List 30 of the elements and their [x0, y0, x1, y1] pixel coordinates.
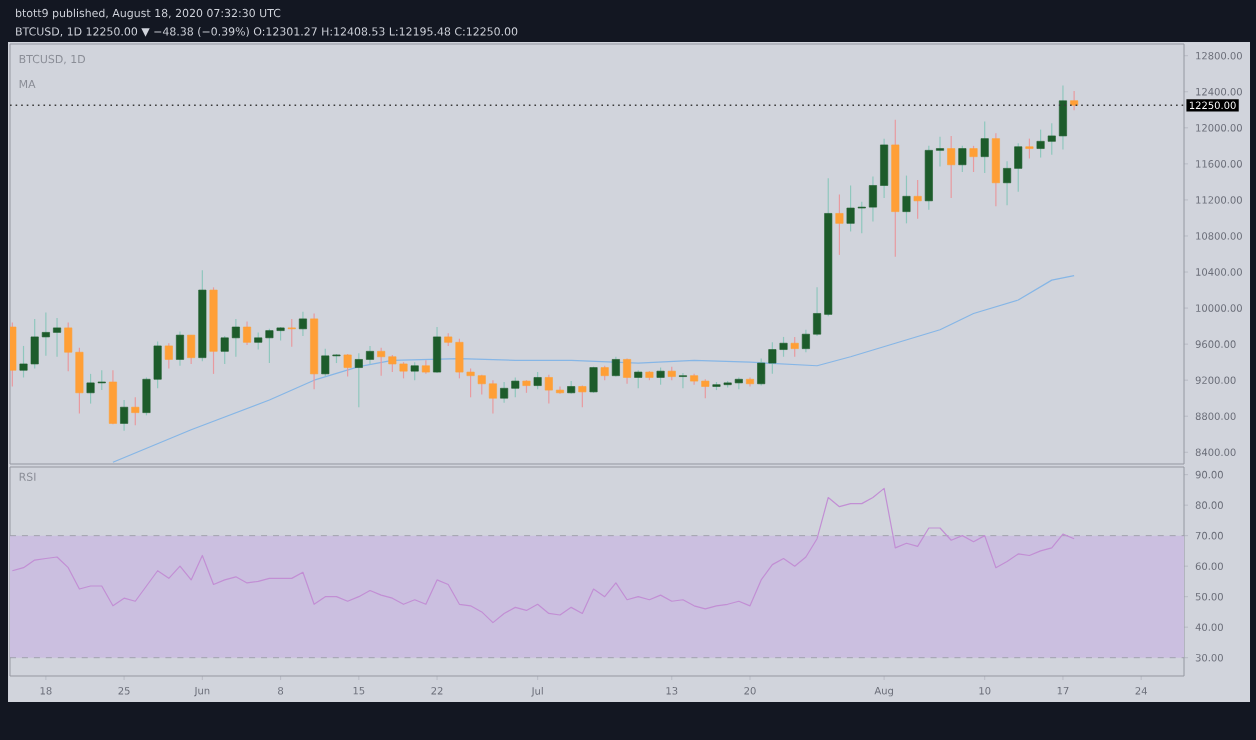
candlestick: [790, 336, 799, 358]
candlestick: [634, 369, 643, 389]
candlestick: [243, 320, 252, 346]
candlestick: [164, 342, 173, 370]
candlestick: [131, 396, 140, 426]
candlestick: [187, 334, 196, 365]
candlestick: [623, 357, 632, 385]
candlestick: [108, 369, 117, 425]
candlestick: [611, 356, 620, 378]
candlestick: [947, 135, 956, 199]
candlestick: [835, 193, 844, 256]
candlestick: [969, 145, 978, 173]
candlestick: [176, 330, 184, 367]
candlestick: [287, 318, 296, 348]
candlestick: [1025, 138, 1034, 160]
candlestick: [913, 179, 922, 220]
candlestick: [589, 366, 598, 394]
candlestick: [433, 326, 442, 374]
candlestick: [410, 361, 419, 381]
candlestick: [678, 372, 687, 389]
candlestick: [120, 399, 129, 432]
candlestick: [958, 145, 967, 173]
candlestick: [1070, 90, 1079, 111]
line-series: [112, 275, 1075, 463]
candlestick: [298, 311, 307, 337]
candlestick: [991, 132, 1000, 207]
candlestick: [902, 174, 911, 224]
candlestick: [343, 353, 352, 378]
candlestick: [980, 120, 989, 174]
candlestick: [10, 321, 17, 388]
